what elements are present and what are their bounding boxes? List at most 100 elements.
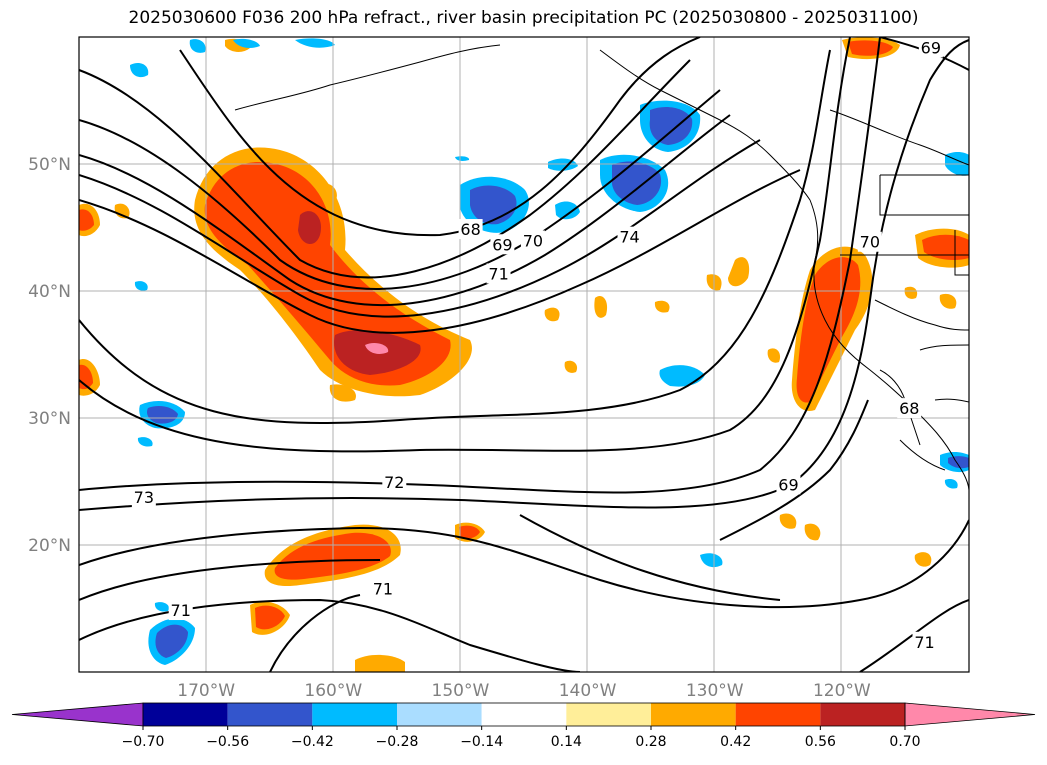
negative-anomaly-region [700,553,723,568]
contour-label: 71 [488,264,508,283]
colorbar-swatch [227,703,313,726]
colorbar-tick-label: 0.28 [635,734,666,750]
contour-label: 69 [778,475,798,494]
positive-anomaly-region [564,360,578,373]
longitude-tick-label: 160°W [304,681,362,701]
longitude-tick-label: 120°W [813,681,871,701]
contour-label-background [168,600,193,621]
positive-anomaly-region [767,348,781,363]
positive-anomaly-region [654,300,670,313]
positive-anomaly-region [79,209,94,231]
positive-anomaly-region [914,552,932,567]
colorbar-tick-label: 0.56 [805,734,836,750]
contour-label-background [912,631,937,652]
negative-anomaly-region [948,456,969,469]
positive-anomaly-region [355,654,405,672]
colorbar-tick-label: −0.14 [460,734,503,750]
contour-label-background [617,226,642,247]
contour-label: 70 [860,233,880,252]
contour-label-background [458,219,483,240]
longitude-tick-label: 170°W [177,681,235,701]
positive-anomaly-region [204,161,451,386]
colorbar-swatch [820,703,905,726]
latitude-labels: 50°N 40°N 30°N 20°N [28,155,71,556]
chart-title: 2025030600 F036 200 hPa refract., river … [128,8,919,28]
positive-anomaly-region [779,513,797,529]
negative-anomaly-region [611,161,662,205]
contour-label-background [370,578,395,599]
colorbar-swatch [312,703,397,726]
contour-label: 71 [373,579,393,598]
contour-label: 69 [921,38,941,57]
contour-label: 72 [384,473,404,492]
map-frame [78,36,970,673]
precipitation-shading [79,37,969,672]
colorbar-swatch [651,703,736,726]
negative-anomaly-region [155,624,188,658]
longitude-tick-label: 130°W [686,681,744,701]
positive-anomaly-region [298,211,321,245]
colorbar-swatch [735,703,821,726]
latitude-tick-label: 50°N [28,155,71,175]
contour-label: 68 [460,220,480,239]
colorbar-swatch [481,703,567,726]
contour-label: 71 [171,601,191,620]
coastlines [234,44,969,491]
contour-label: 70 [523,231,543,250]
latitude-tick-label: 30°N [28,409,71,429]
negative-anomaly-region [233,38,260,48]
negative-anomaly-region [146,406,178,424]
contour-label: 71 [914,633,934,652]
contour-label-background [382,471,407,492]
positive-anomaly-region [904,286,918,299]
negative-anomaly-region [130,63,149,78]
negative-anomaly-region [137,437,153,447]
colorbar-tick-label: −0.42 [291,734,334,750]
positive-anomaly-region [255,605,285,630]
contour-label-background [520,230,545,251]
colorbar-extend-max [904,702,1036,727]
colorbar-tick-label: 0.42 [720,734,751,750]
longitude-tick-label: 150°W [432,681,490,701]
colorbar-tick-label: −0.28 [376,734,419,750]
colorbar: −0.70 −0.56 −0.42 −0.28 −0.14 0.14 0.28 0.42 0.5… [11,702,1036,750]
colorbar-tick-label: 0.70 [889,734,920,750]
colorbar-frame [142,702,906,727]
contour-label-background [490,234,515,255]
colorbar-tick-label: −0.56 [206,734,249,750]
map-gridlines [79,37,969,672]
negative-anomaly-region [944,478,958,489]
positive-anomaly-region [544,307,560,322]
colorbar-swatch [566,703,651,726]
negative-anomaly-region [295,38,335,48]
contour-label: 69 [492,235,512,254]
contour-label: 68 [899,399,919,418]
colorbar-swatch [143,703,228,726]
contour-label-background [857,231,882,252]
colorbar-tick-label: 0.14 [551,734,582,750]
contour-label-background [486,263,511,284]
positive-anomaly-region [728,257,750,287]
positive-anomaly-region [922,234,969,260]
contour-label: 73 [134,488,154,507]
contour-label-background [897,398,922,419]
latitude-tick-label: 20°N [28,536,71,556]
colorbar-swatch [397,703,482,726]
negative-anomaly-region [649,107,693,145]
colorbar-tick-label: −0.70 [122,734,165,750]
positive-anomaly-region [804,523,821,541]
negative-anomaly-region [154,602,169,612]
longitude-tick-label: 140°W [559,681,617,701]
contour-label-background [131,487,156,508]
contour-label: 74 [619,228,639,247]
longitude-labels: 170°W 160°W 150°W 140°W 130°W 120°W [177,681,871,701]
positive-anomaly-region [796,257,861,403]
positive-anomaly-region [848,40,893,56]
latitude-tick-label: 40°N [28,282,71,302]
contour-label-layer: 68 69 70 71 74 72 73 69 71 71 71 68 69 70 [131,37,943,652]
positive-anomaly-region [459,525,480,539]
positive-anomaly-region [939,293,957,309]
negative-anomaly-region [455,156,470,161]
positive-anomaly-region [365,342,389,354]
contour-label-background [776,474,801,495]
